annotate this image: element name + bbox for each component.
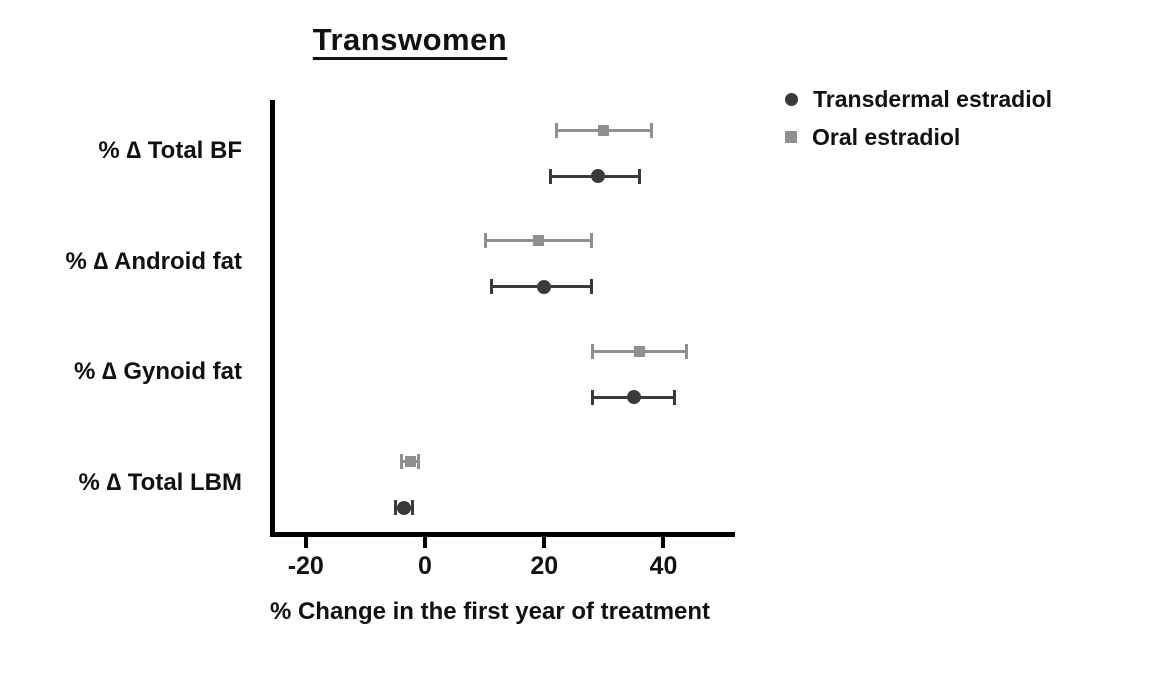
category-label: % ∆ Total BF [98,137,242,164]
data-point-square [404,456,416,467]
legend-label: Transdermal estradiol [813,85,1053,112]
data-point-circle [626,390,641,404]
error-bar-cap [400,454,404,469]
x-axis-spine [270,532,735,537]
legend: Transdermal estradiol Oral estradiol [785,85,1052,161]
error-bar-cap [394,500,398,515]
category-label: % ∆ Total LBM [78,468,242,496]
error-bar-cap [589,233,593,248]
data-point-square [598,124,610,136]
circle-marker-icon [785,92,798,106]
data-point-circle [397,500,412,515]
data-point-square [532,235,544,246]
y-axis-labels: % ∆ Total BF % ∆ Android fat % ∆ Gynoid … [0,100,254,537]
x-tick-mark [542,537,547,548]
square-marker-icon [785,131,797,143]
data-point-circle [590,169,605,183]
x-tick-label: 40 [649,552,678,580]
x-tick-mark [661,537,666,548]
chart-title: Transwomen [312,22,508,57]
error-bar-cap [685,343,689,359]
data-point-circle [537,279,552,294]
plot-area: -20 0 20 40 [270,100,735,580]
error-bar-cap [637,168,641,184]
x-tick-label: 20 [530,552,559,580]
error-bar-cap [489,279,493,294]
legend-item-transdermal: Transdermal estradiol [785,85,1052,113]
data-point-square [634,345,646,357]
x-tick-mark [423,537,427,548]
error-bar-cap [590,343,594,359]
x-axis-title: % Change in the first year of treatment [269,598,711,625]
error-bar-cap [555,122,559,138]
category-label: % ∆ Gynoid fat [73,358,242,385]
error-bar-cap [417,454,421,469]
y-axis-spine [270,100,275,537]
error-bar-cap [649,122,653,138]
x-tick-label: 0 [418,552,432,580]
error-bar-cap [589,279,593,294]
category-label: % ∆ Android fat [65,247,242,275]
error-bar-cap [590,389,594,405]
x-tick-mark [303,537,308,548]
legend-item-oral: Oral estradiol [785,123,1052,151]
error-bar-cap [483,233,487,248]
legend-label: Oral estradiol [812,123,961,150]
error-bar-cap [673,389,677,405]
error-bar-cap [411,500,415,515]
error-bar-cap [549,168,553,184]
x-tick-label: -20 [287,552,324,580]
